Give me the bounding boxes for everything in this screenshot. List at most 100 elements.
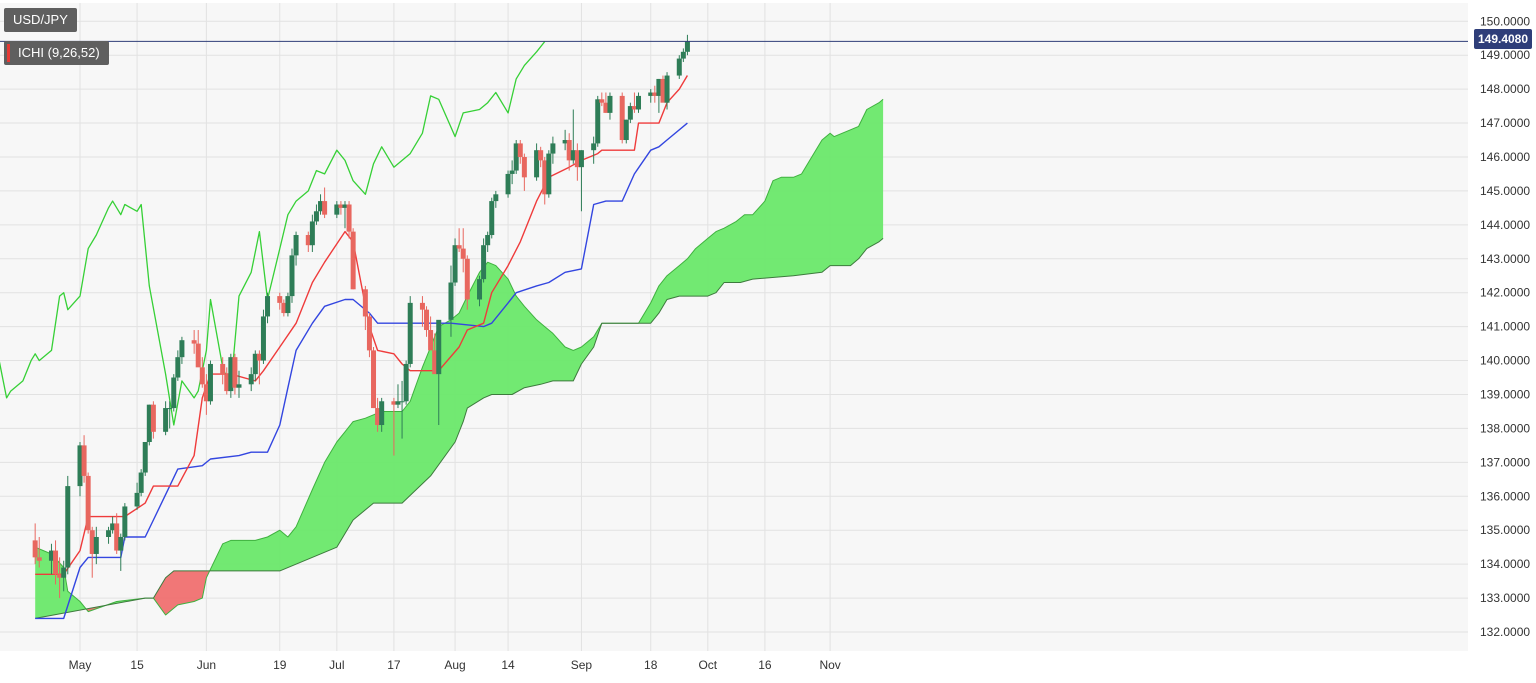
y-tick-label: 137.0000 [1480,455,1530,469]
candle-bearish [631,106,637,110]
candle-bullish [513,143,519,171]
x-tick-label: Jun [197,658,216,672]
candle-bullish [309,221,315,246]
candle-bullish [334,204,340,215]
candle-bullish [509,170,515,174]
kijun-sen-line [35,122,688,620]
cloud-bullish [35,547,87,619]
y-tick-label: 149.0000 [1480,48,1530,62]
indicator-badge[interactable]: ICHI (9,26,52) [4,41,109,65]
tenkan-sen-line [35,75,689,575]
candle-bullish [493,194,499,202]
chikou-span-line [0,41,546,426]
y-tick-label: 138.0000 [1480,421,1530,435]
candle-bullish [436,319,442,375]
candle-bullish [680,51,686,59]
y-tick-label: 133.0000 [1480,591,1530,605]
candle-bearish [424,309,430,331]
candle-bullish [260,316,266,361]
candle-bearish [338,204,344,208]
candle-bearish [603,102,609,113]
candle-bullish [477,279,483,300]
candle-bullish [106,530,112,537]
candle-bearish [521,156,527,178]
x-tick-label: 15 [130,658,144,672]
candle-bullish [395,401,401,405]
candle-bearish [346,204,352,232]
candle-bullish [627,106,633,120]
indicator-color-mark [7,44,10,62]
candle-bearish [419,302,425,310]
candle-bearish [32,540,38,558]
candle-bearish [599,99,605,103]
candle-bullish [481,245,487,280]
candle-bullish [77,445,83,487]
candle-bearish [195,343,201,368]
candle-bullish [167,408,173,410]
candle-bullish [138,472,144,493]
candle-bullish [171,377,177,409]
candle-bullish [248,374,254,385]
candle-bullish [252,353,258,375]
x-tick-label: 19 [273,658,287,672]
symbol-badge[interactable]: USD/JPY [4,8,77,32]
candle-bearish [375,408,381,426]
y-tick-label: 145.0000 [1480,184,1530,198]
candle-bullish [636,95,642,110]
candle-bullish [570,150,576,161]
candle-bearish [366,316,372,351]
candle-bullish [122,506,128,537]
candle-bullish [228,357,234,392]
candle-bearish [81,445,87,476]
candle-bearish [362,289,368,317]
candle-bearish [224,374,230,392]
candle-bearish [322,201,328,215]
candle-bearish [114,523,120,551]
candle-bearish [350,231,356,290]
senkou-span-b-line [35,238,884,619]
x-tick-label: Nov [819,658,840,672]
y-tick-label: 135.0000 [1480,523,1530,537]
y-tick-label: 132.0000 [1480,625,1530,639]
candle-bullish [146,404,152,442]
candle-bullish [676,58,682,76]
candle-bullish [93,536,99,554]
candle-bearish [538,150,544,161]
candle-bearish [85,475,91,531]
y-tick-label: 139.0000 [1480,387,1530,401]
candle-bearish [574,150,580,168]
x-tick-label: Jul [329,658,344,672]
candle-bearish [566,140,572,161]
indicator-label: ICHI (9,26,52) [18,45,100,60]
candle-bullish [236,384,242,388]
y-tick-label: 144.0000 [1480,218,1530,232]
plot-area [0,34,884,620]
candle-bullish [595,99,601,144]
candle-bullish [285,296,291,314]
candle-bearish [232,357,238,388]
candle-bearish [89,530,95,554]
y-tick-label: 147.0000 [1480,116,1530,130]
candle-bearish [305,235,311,246]
candle-bearish [652,92,658,96]
candle-bullish [142,441,148,473]
candle-bearish [281,302,287,314]
x-tick-label: Oct [698,658,717,672]
x-tick-label: 14 [501,658,515,672]
candle-bullish [452,245,458,283]
candle-bearish [428,330,434,351]
candle-bearish [277,296,283,303]
candle-bullish [550,143,556,154]
candle-bullish [546,153,552,195]
candle-bearish [432,350,438,375]
candle-bullish [207,363,213,402]
y-tick-label: 148.0000 [1480,82,1530,96]
candle-bullish [379,401,385,426]
senkou-span-a-line [35,98,884,616]
candle-bearish [660,78,666,103]
y-tick-label: 142.0000 [1480,286,1530,300]
candle-bullish [179,340,185,358]
candle-bullish [118,536,124,551]
